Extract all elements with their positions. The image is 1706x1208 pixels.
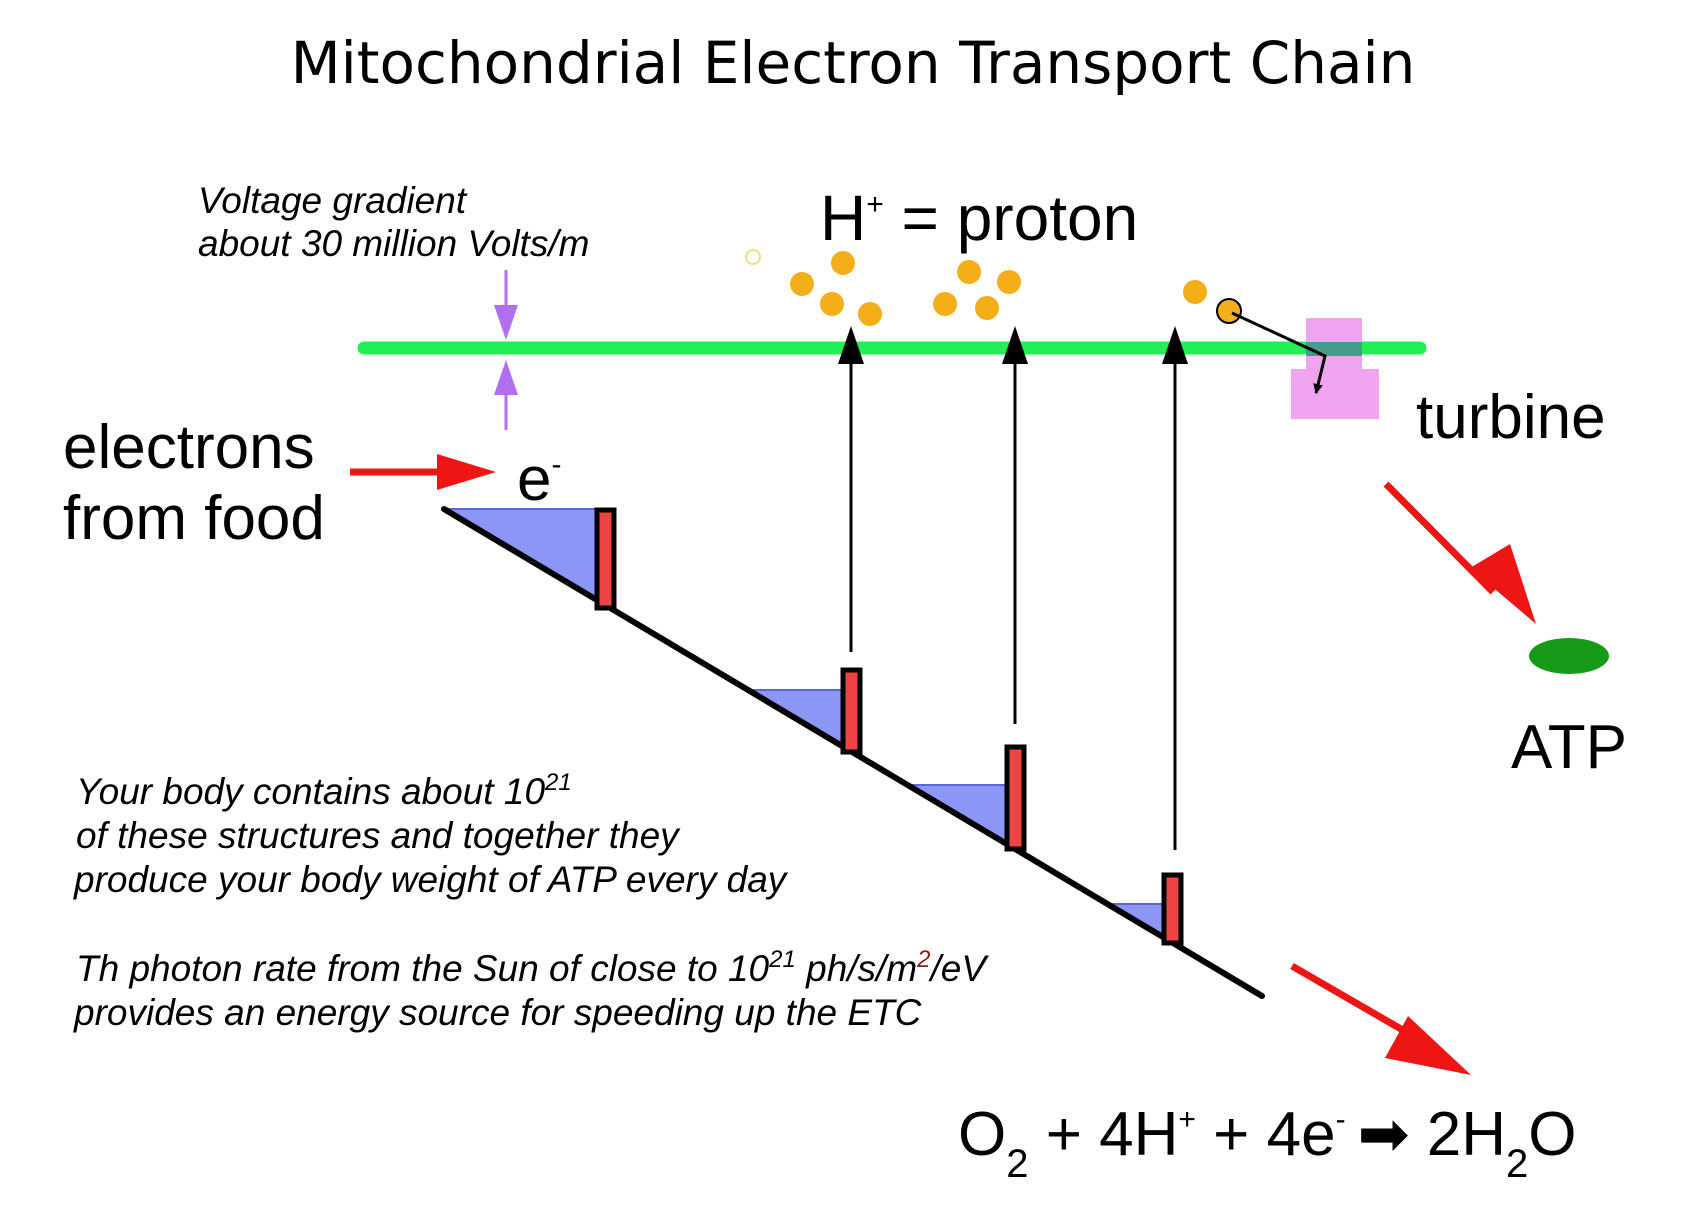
proton-pump-arrows [838, 326, 1188, 850]
proton-dot [820, 292, 844, 316]
electrons-label-line1: electrons [63, 413, 315, 482]
body-note-line2: of these structures and together they [76, 815, 681, 856]
voltage-note-line1: Voltage gradient [198, 180, 468, 221]
proton-dot [1183, 280, 1207, 304]
faint-proton [745, 249, 761, 265]
body-note-line3: produce your body weight of ATP every da… [73, 859, 789, 900]
electron-input-arrow [350, 454, 496, 490]
proton-dot [975, 296, 999, 320]
turbine-label: turbine [1416, 383, 1606, 452]
proton-dot [790, 272, 814, 296]
body-note-line1: Your body contains about 1021 [76, 769, 572, 812]
atp-molecule [1529, 638, 1609, 674]
proton-dot [957, 260, 981, 284]
proton-dot [933, 292, 957, 316]
sun-note-line2: provides an energy source for speeding u… [73, 992, 922, 1033]
proton-dot [997, 270, 1021, 294]
complex-2 [840, 667, 863, 755]
complex-1 [594, 507, 617, 611]
electron-symbol: e- [517, 445, 561, 514]
complexes [594, 507, 1184, 946]
proton-dot [1216, 298, 1242, 324]
proton-dot [858, 302, 882, 326]
electrons-label-line2: from food [63, 484, 325, 553]
proton-label: H+ = proton [820, 182, 1138, 254]
sun-note-line1: Th photon rate from the Sun of close to … [76, 946, 989, 989]
turbine-atp-synthase [1291, 318, 1379, 419]
diagram-title: Mitochondrial Electron Transport Chain [291, 29, 1416, 97]
atp-label: ATP [1511, 713, 1627, 782]
complex-4 [1161, 872, 1184, 946]
proton-cluster [790, 251, 1242, 326]
voltage-gradient-indicator [494, 270, 518, 430]
proton-path-arrow [1231, 311, 1327, 394]
water-equation: O2 + 4H+ + 4e- ➡ 2H2O [958, 1100, 1576, 1186]
water-output-arrow [1290, 962, 1471, 1075]
proton-dot [831, 251, 855, 275]
voltage-note-line2: about 30 million Volts/m [198, 223, 589, 264]
atp-output-arrow [1383, 481, 1536, 624]
complex-3 [1004, 744, 1027, 852]
